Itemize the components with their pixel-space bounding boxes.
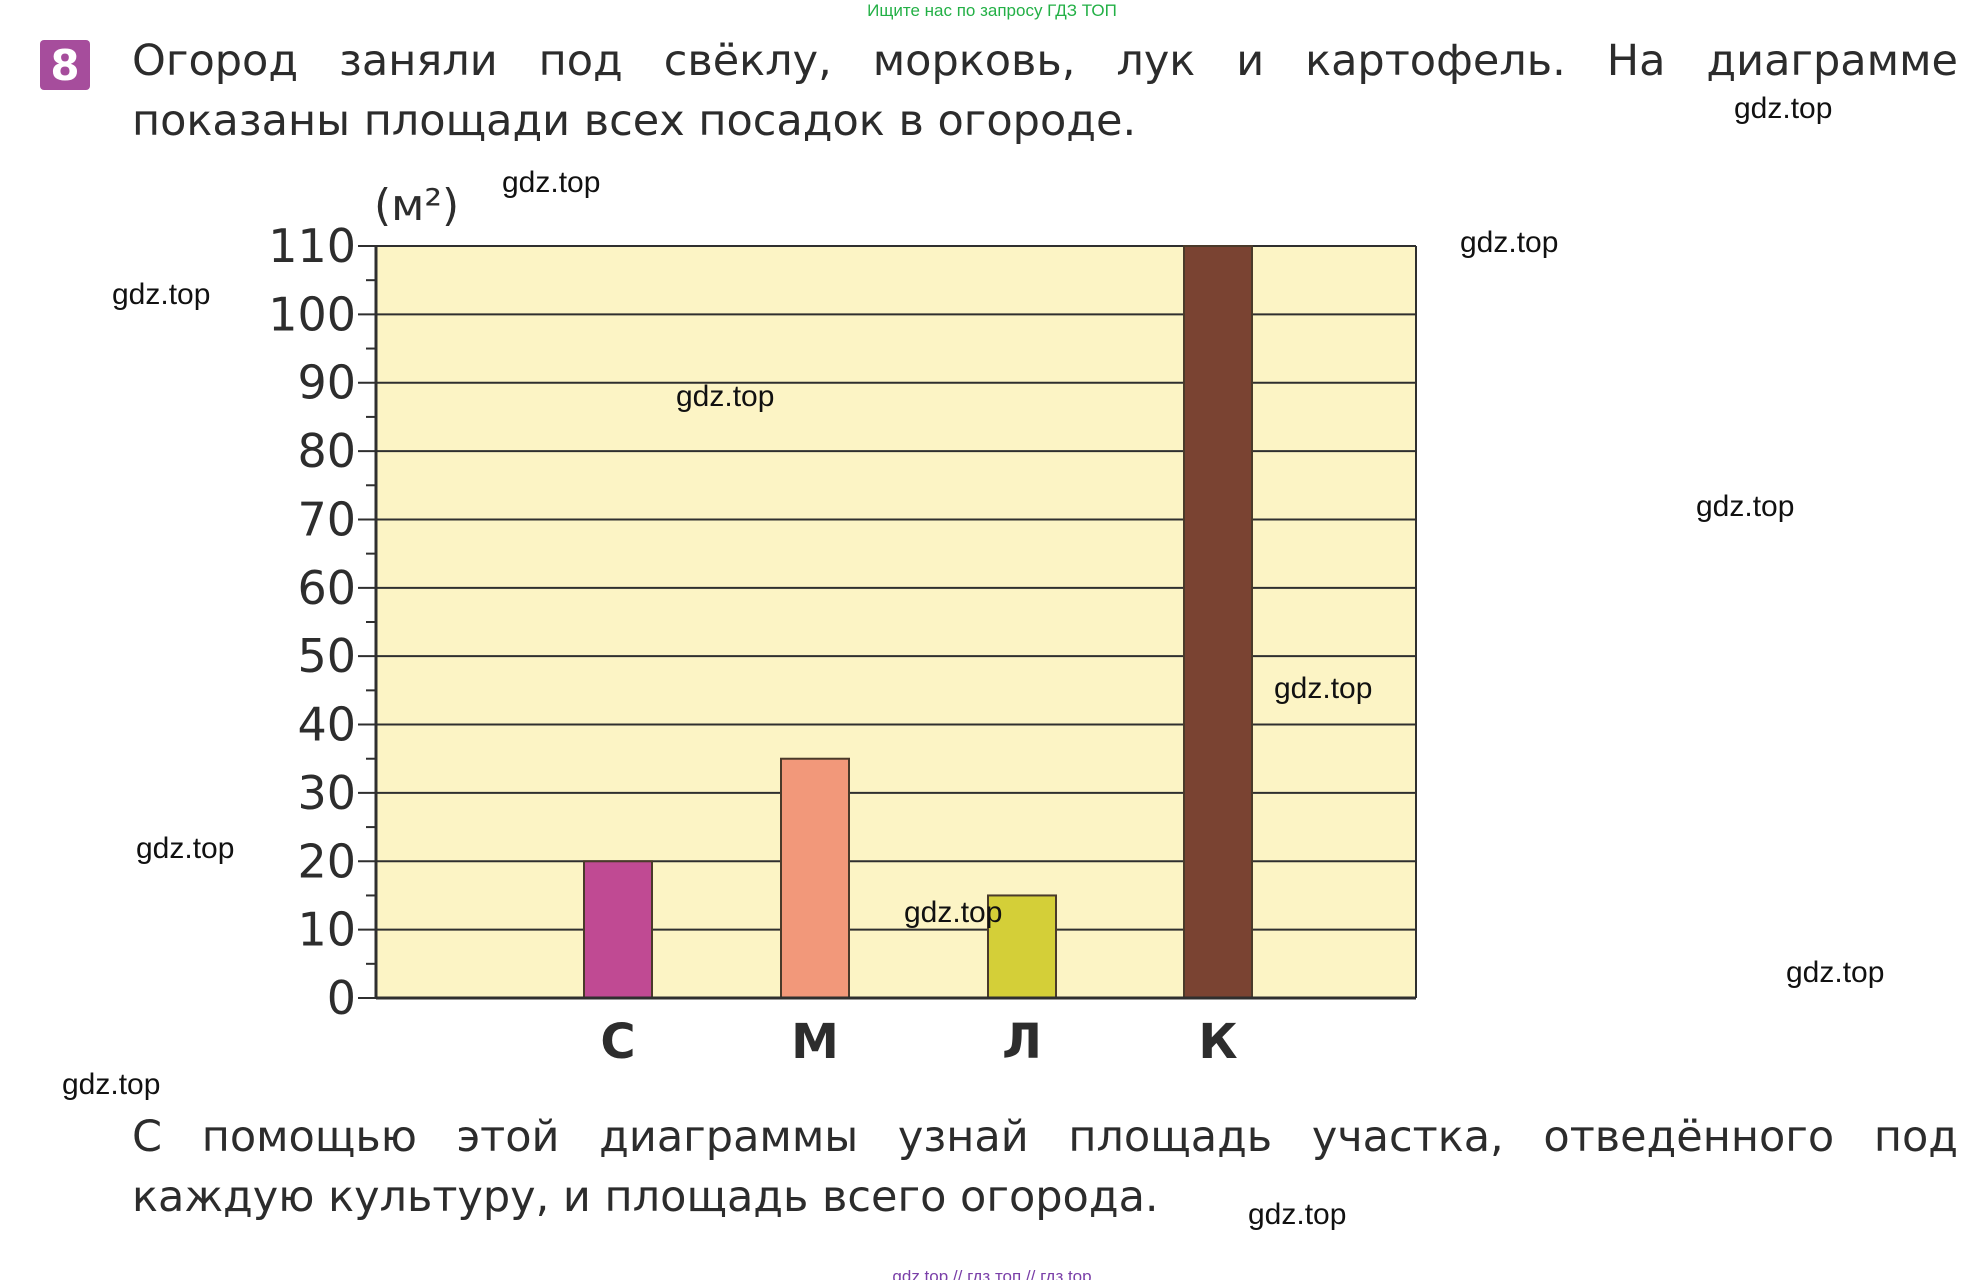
footer-note: gdz top // гдз топ // гдз top <box>892 1270 1092 1280</box>
y-tick-label: 110 <box>268 219 356 273</box>
bar-k <box>1183 245 1253 999</box>
y-tick-label: 50 <box>297 629 356 683</box>
bar-s <box>583 860 653 999</box>
y-tick-label: 90 <box>297 356 356 410</box>
watermark: gdz.top <box>1460 226 1559 259</box>
watermark: gdz.top <box>1734 92 1833 125</box>
y-tick-label: 30 <box>297 766 356 820</box>
plot-area: 0 10 20 30 40 50 60 70 80 90 100 110 С М Л К <box>268 219 1417 1070</box>
x-category-label: К <box>1198 1014 1237 1070</box>
watermark: gdz.top <box>1274 672 1373 705</box>
exercise-number-badge: 8 <box>40 40 90 90</box>
x-category-label: Л <box>1002 1014 1042 1070</box>
bar-m <box>780 757 850 1000</box>
task-text-line-1: Огород заняли под свёклу, морковь, лук и… <box>132 36 1958 86</box>
y-tick-label: 20 <box>297 834 356 888</box>
watermark: gdz.top <box>502 166 601 199</box>
y-tick-label: 60 <box>297 561 356 615</box>
y-tick-label: 80 <box>297 424 356 478</box>
watermark: gdz.top <box>136 832 235 865</box>
watermark: gdz.top <box>1696 490 1795 523</box>
question-text-line-1: С помощью этой диаграммы узнай площадь у… <box>132 1112 1958 1162</box>
y-tick-label: 100 <box>268 287 356 341</box>
bar-l <box>987 894 1057 999</box>
plot-background <box>376 246 1416 998</box>
watermark: gdz.top <box>904 896 1003 929</box>
y-axis-unit-label: (м²) <box>374 180 459 231</box>
x-category-label: С <box>600 1014 635 1070</box>
y-tick-label: 40 <box>297 698 356 752</box>
watermark: gdz.top <box>112 278 211 311</box>
y-tick-label: 0 <box>327 971 356 1025</box>
watermark: gdz.top <box>62 1068 161 1101</box>
question-text-line-2: каждую культуру, и площадь всего огорода… <box>132 1172 1159 1222</box>
watermark: gdz.top <box>1786 956 1885 989</box>
y-tick-label: 10 <box>297 903 356 957</box>
task-text-line-2: показаны площади всех посадок в огороде. <box>132 96 1137 146</box>
header-note: Ищите нас по запросу ГДЗ ТОП <box>867 1 1117 20</box>
watermark: gdz.top <box>676 380 775 413</box>
y-tick-label: 70 <box>297 492 356 546</box>
x-category-label: М <box>791 1014 839 1070</box>
watermark: gdz.top <box>1248 1198 1347 1231</box>
